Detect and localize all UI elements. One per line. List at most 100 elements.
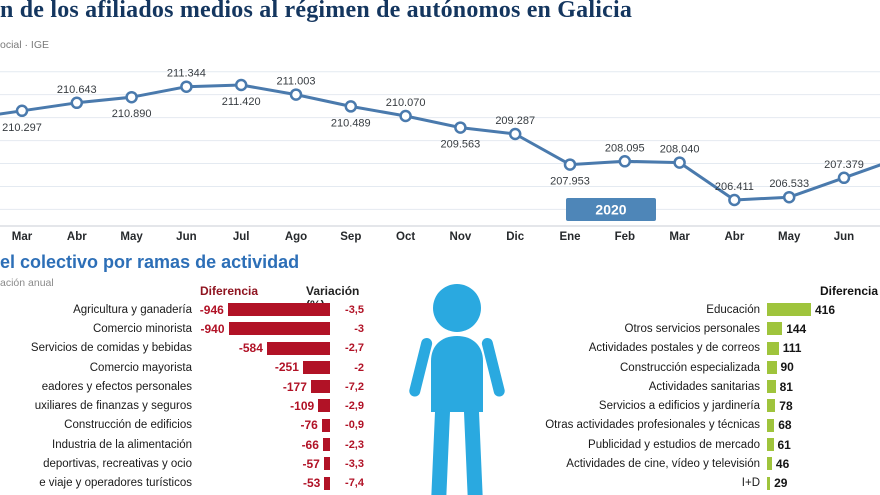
- bar-area: 90: [765, 358, 880, 377]
- negative-bar: [227, 303, 330, 316]
- variacion-value: -3,3: [345, 458, 364, 471]
- positive-bar: [767, 380, 776, 394]
- diferencia-value: 78: [779, 398, 793, 413]
- diferencia-value: 29: [774, 476, 788, 491]
- column-header-diferencia: Diferencia: [200, 284, 259, 298]
- negative-bar: [318, 399, 330, 413]
- svg-text:208.040: 208.040: [660, 144, 700, 156]
- svg-text:Feb: Feb: [615, 231, 635, 243]
- section-subtitle: ación anual: [0, 277, 54, 289]
- row-label: Actividades sanitarias: [648, 380, 760, 393]
- table-row: Comercio mayorista -251 -2: [0, 358, 364, 377]
- diferencia-value: 61: [777, 437, 791, 452]
- svg-text:Jul: Jul: [233, 231, 250, 243]
- negative-bar-chart: Diferencia Variación (%) Agricultura y g…: [0, 284, 364, 495]
- person-icon: [409, 284, 505, 495]
- positive-bar: [767, 303, 811, 316]
- bar-area: -66: [196, 435, 330, 454]
- svg-text:Sep: Sep: [340, 231, 361, 243]
- svg-text:Jun: Jun: [176, 231, 196, 243]
- table-row: deportivas, recreativas y ocio -57 -3,3: [0, 454, 364, 473]
- table-row: Agricultura y ganadería -946 -3,5: [0, 300, 364, 319]
- table-row: Otras actividades profesionales y técnic…: [505, 416, 880, 435]
- bar-area: 78: [765, 396, 880, 415]
- bar-area: 46: [765, 454, 880, 473]
- bar-area: 81: [765, 377, 880, 396]
- data-points: [15, 78, 851, 207]
- positive-bar: [767, 476, 771, 490]
- row-label: Comercio mayorista: [89, 361, 192, 374]
- source-note: ocial · IGE: [0, 39, 50, 51]
- bar-area: 416: [765, 300, 880, 319]
- diferencia-value: 111: [782, 341, 802, 356]
- positive-bar: [767, 457, 772, 471]
- row-label: Construcción especializada: [620, 361, 760, 374]
- svg-text:Abr: Abr: [67, 231, 87, 243]
- table-row: Construcción de edificios -76 -0,9: [0, 416, 364, 435]
- diferencia-value: -251: [274, 360, 299, 375]
- negative-bar: [228, 322, 330, 336]
- variacion-value: -0,9: [345, 419, 364, 432]
- svg-text:209.287: 209.287: [495, 115, 535, 127]
- section-title: el colectivo por ramas de actividad: [0, 252, 300, 272]
- svg-text:210.890: 210.890: [112, 108, 152, 120]
- row-label: Otras actividades profesionales y técnic…: [545, 419, 760, 432]
- bar-area: -251: [196, 358, 330, 377]
- negative-bar: [324, 476, 330, 490]
- bar-area: -53: [196, 474, 330, 493]
- row-label: Otros servicios personales: [624, 322, 761, 335]
- diferencia-value: -53: [302, 476, 321, 491]
- row-label: deportivas, recreativas y ocio: [43, 458, 192, 471]
- row-label: uxiliares de finanzas y seguros: [34, 400, 192, 413]
- diferencia-value: -57: [302, 456, 320, 471]
- table-row: Publicidad y estudios de mercado 61: [505, 435, 880, 454]
- positive-bar: [767, 341, 779, 355]
- svg-text:210.070: 210.070: [386, 97, 426, 109]
- bar-area: -109: [196, 396, 330, 415]
- diferencia-value: 416: [815, 302, 836, 317]
- diferencia-value: -109: [290, 398, 315, 413]
- bar-area: -76: [196, 416, 330, 435]
- svg-text:Abr: Abr: [724, 231, 744, 243]
- page-title: n de los afiliados medios al régimen de …: [0, 0, 633, 23]
- svg-text:May: May: [778, 231, 801, 243]
- row-label: Servicios de comidas y bebidas: [30, 342, 192, 355]
- negative-bar: [302, 360, 330, 374]
- svg-text:May: May: [120, 231, 143, 243]
- svg-text:206.411: 206.411: [715, 181, 754, 193]
- row-label: Servicios a edificios y jardinería: [598, 400, 760, 413]
- svg-text:2020: 2020: [595, 202, 626, 218]
- variacion-value: -2,3: [345, 438, 364, 451]
- positive-bar: [767, 360, 777, 374]
- diferencia-value: -177: [282, 379, 307, 394]
- negative-bar: [266, 341, 330, 355]
- diferencia-value: 46: [775, 456, 790, 471]
- diferencia-value: -76: [300, 418, 318, 433]
- row-label: I+D: [741, 477, 760, 490]
- table-row: Actividades sanitarias 81: [505, 377, 880, 396]
- svg-text:211.003: 211.003: [277, 76, 316, 88]
- table-row: Actividades de cine, vídeo y televisión 4…: [505, 454, 880, 473]
- variacion-value: -2,9: [345, 400, 364, 413]
- negative-bar: [310, 380, 330, 394]
- bar-area: 68: [765, 416, 880, 435]
- svg-text:211.344: 211.344: [167, 68, 206, 80]
- table-row: I+D 29: [505, 474, 880, 493]
- line-chart: 2020210.297210.643210.890211.344211.4202…: [0, 68, 880, 243]
- diferencia-value: 90: [780, 360, 794, 375]
- variacion-value: -3: [354, 322, 364, 335]
- svg-text:Ago: Ago: [285, 231, 307, 243]
- negative-bar: [322, 438, 330, 452]
- table-row: Actividades postales y de correos 111: [505, 339, 880, 358]
- bar-area: -940: [196, 319, 330, 338]
- table-row: Servicios a edificios y jardinería 78: [505, 396, 880, 415]
- row-label: e viaje y operadores turísticos: [39, 477, 192, 490]
- svg-text:207.953: 207.953: [550, 176, 590, 188]
- year-marker-2020: 2020: [566, 198, 656, 221]
- svg-text:211.420: 211.420: [222, 96, 261, 108]
- value-labels: 210.297 210.643 210.890 211.344 211.420 211.0…: [2, 68, 864, 193]
- diferencia-value: 144: [786, 321, 807, 336]
- svg-text:Dic: Dic: [506, 231, 525, 243]
- diferencia-value: 81: [779, 379, 793, 394]
